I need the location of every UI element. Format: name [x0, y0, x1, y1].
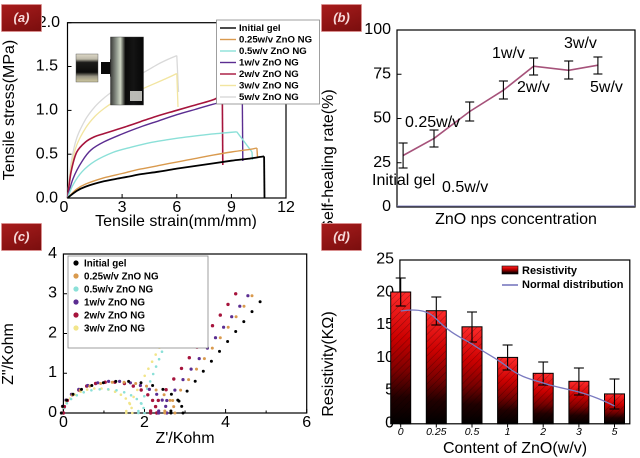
svg-text:Z'/Kohm: Z'/Kohm	[155, 430, 214, 447]
svg-text:Initial gel: Initial gel	[239, 23, 281, 34]
svg-text:3w/v: 3w/v	[564, 35, 597, 52]
svg-text:0.5w/v ZnO NG: 0.5w/v ZnO NG	[239, 46, 307, 57]
svg-text:5w/v: 5w/v	[590, 79, 623, 96]
svg-text:0.5w/v: 0.5w/v	[442, 179, 488, 196]
svg-text:0.25w/v: 0.25w/v	[405, 114, 460, 131]
svg-text:3: 3	[576, 426, 582, 438]
svg-text:0.0: 0.0	[36, 190, 58, 207]
svg-text:0.25: 0.25	[426, 426, 447, 438]
svg-text:3: 3	[48, 285, 57, 302]
svg-text:Tensile stress(MPa): Tensile stress(MPa)	[1, 40, 18, 180]
svg-text:0.5w/v ZnO NG: 0.5w/v ZnO NG	[84, 285, 154, 296]
svg-text:Resistivity: Resistivity	[522, 265, 578, 277]
svg-text:25: 25	[373, 154, 391, 171]
svg-text:6: 6	[302, 414, 311, 431]
svg-text:100: 100	[364, 21, 391, 38]
svg-text:50: 50	[373, 110, 391, 127]
svg-text:0: 0	[59, 414, 68, 431]
svg-text:Initial gel: Initial gel	[84, 259, 127, 270]
svg-text:2w/v ZnO NG: 2w/v ZnO NG	[239, 69, 299, 80]
svg-text:1w/v ZnO NG: 1w/v ZnO NG	[84, 298, 145, 309]
svg-text:0: 0	[398, 426, 404, 438]
svg-text:Resistivity(KΩ): Resistivity(KΩ)	[320, 311, 337, 416]
svg-text:0.5: 0.5	[36, 146, 58, 163]
svg-text:0: 0	[48, 404, 57, 421]
svg-text:1: 1	[48, 364, 57, 381]
svg-text:75: 75	[373, 65, 391, 82]
svg-text:1: 1	[505, 426, 511, 438]
svg-text:2: 2	[539, 426, 546, 438]
svg-text:Z"/Kohm: Z"/Kohm	[0, 323, 17, 385]
svg-text:2w/v: 2w/v	[517, 79, 550, 96]
svg-text:0.5: 0.5	[465, 426, 480, 438]
svg-text:2: 2	[48, 325, 57, 342]
svg-text:3w/v ZnO NG: 3w/v ZnO NG	[84, 324, 145, 335]
svg-text:Content of ZnO(w/v): Content of ZnO(w/v)	[443, 440, 587, 457]
svg-text:1.0: 1.0	[36, 102, 58, 119]
svg-text:1w/v: 1w/v	[492, 45, 525, 62]
svg-text:ZnO nps concentration: ZnO nps concentration	[435, 211, 597, 228]
svg-text:12: 12	[277, 199, 295, 216]
svg-text:0.25w/v ZnO NG: 0.25w/v ZnO NG	[239, 35, 312, 46]
svg-text:1w/v ZnO NG: 1w/v ZnO NG	[239, 58, 299, 69]
svg-text:2: 2	[140, 414, 149, 431]
svg-text:2w/v ZnO NG: 2w/v ZnO NG	[84, 311, 145, 322]
svg-text:Tensile strain(mm/mm): Tensile strain(mm/mm)	[95, 213, 257, 229]
svg-text:25: 25	[376, 251, 394, 268]
svg-text:3w/v ZnO NG: 3w/v ZnO NG	[239, 81, 299, 92]
svg-text:0: 0	[382, 198, 391, 215]
svg-text:4: 4	[221, 414, 230, 431]
svg-text:0.25w/v ZnO NG: 0.25w/v ZnO NG	[84, 272, 159, 283]
svg-text:0: 0	[60, 199, 69, 216]
svg-text:5: 5	[612, 426, 618, 438]
svg-text:5w/v ZnO NG: 5w/v ZnO NG	[239, 92, 299, 103]
svg-text:1.5: 1.5	[36, 58, 58, 75]
svg-text:Initial gel: Initial gel	[372, 172, 435, 189]
svg-text:Self-healing rate(%): Self-healing rate(%)	[320, 89, 337, 229]
svg-text:Normal distribution: Normal distribution	[522, 279, 624, 291]
svg-text:4: 4	[48, 245, 57, 262]
